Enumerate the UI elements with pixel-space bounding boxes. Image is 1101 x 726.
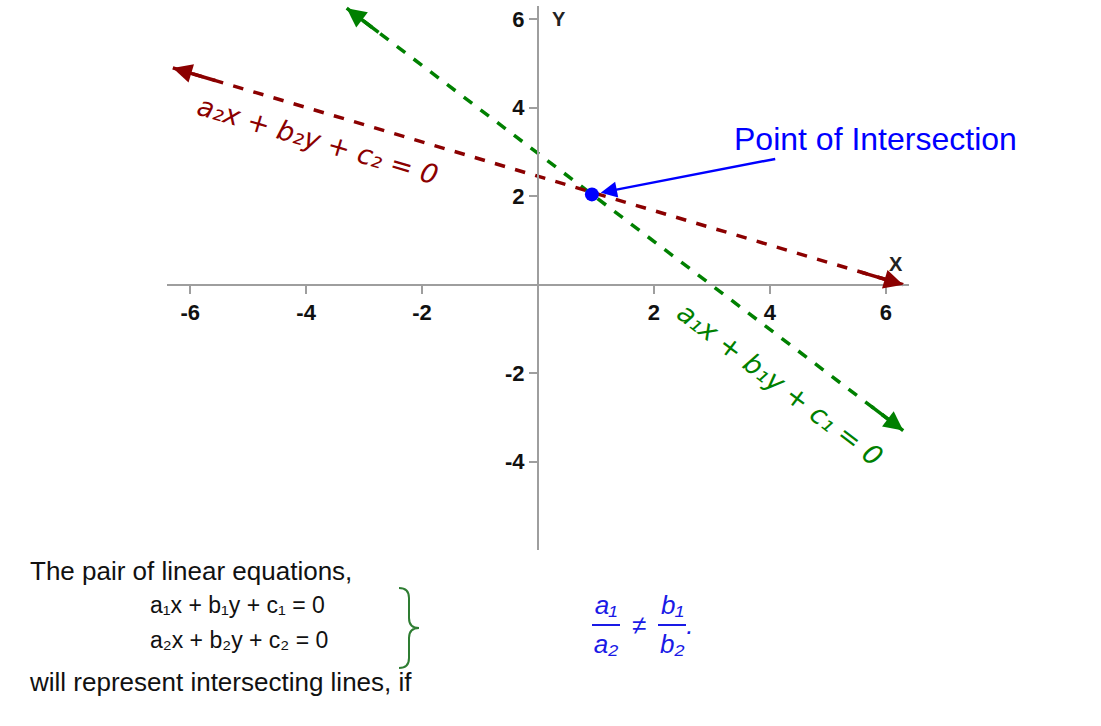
svg-text:-2: -2 [412,300,432,325]
svg-text:4: 4 [764,300,777,325]
svg-text:-4: -4 [505,449,525,474]
html-text:a₁: a₁ [594,590,618,620]
svg-text:6: 6 [512,7,524,32]
svg-text:Y: Y [552,8,566,30]
svg-text:6: 6 [880,300,892,325]
html-text:a₁x + b₁y + c₁ = 0: a₁x + b₁y + c₁ = 0 [150,592,325,618]
svg-text:-2: -2 [505,361,525,386]
svg-text:Point of Intersection: Point of Intersection [734,121,1017,157]
html-text:a₂x + b₂y + c₂ = 0: a₂x + b₂y + c₂ = 0 [150,627,329,653]
svg-text:2: 2 [648,300,660,325]
svg-text:-6: -6 [180,300,200,325]
html-text:b₁: b₁ [660,590,684,620]
html-text:b₂: b₂ [660,629,685,659]
svg-text:2: 2 [512,184,524,209]
html-text:will represent intersecting li: will represent intersecting lines, if [30,667,412,697]
svg-text:4: 4 [512,95,525,120]
svg-text:-4: -4 [296,300,316,325]
svg-text:a₂x + b₂y + c₂ = 0: a₂x + b₂y + c₂ = 0 [194,90,442,191]
html-text:a₂: a₂ [593,629,619,659]
svg-text:X: X [889,253,903,275]
html-text:The pair of linear equations,: The pair of linear equations, [30,556,353,586]
svg-text:a₁x + b₁y + c₁ = 0: a₁x + b₁y + c₁ = 0 [671,297,888,473]
